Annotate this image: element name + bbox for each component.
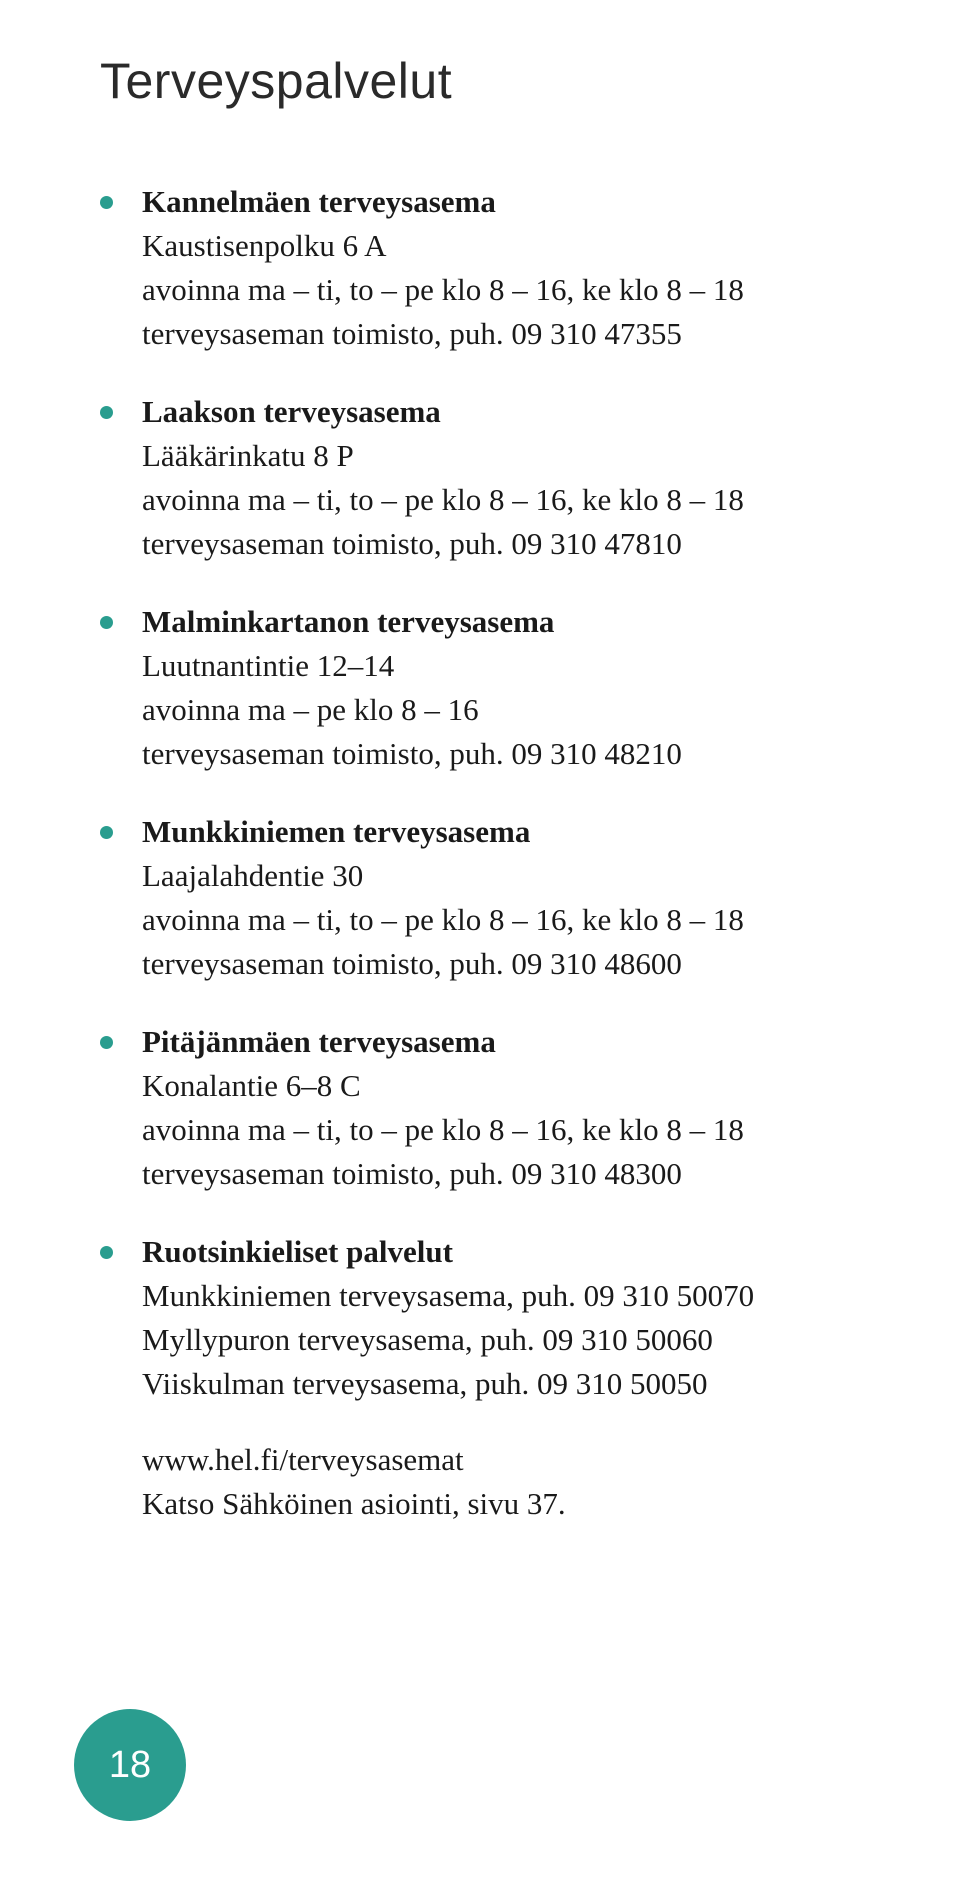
footer-line: Katso Sähköinen asiointi, sivu 37. — [142, 1486, 566, 1521]
item-line: Munkkiniemen terveysasema, puh. 09 310 5… — [142, 1278, 754, 1313]
item-title: Laakson terveysasema — [142, 394, 441, 429]
footer-lines: www.hel.fi/terveysasemat Katso Sähköinen… — [100, 1438, 880, 1526]
item-line: avoinna ma – ti, to – pe klo 8 – 16, ke … — [142, 902, 744, 937]
item-title: Munkkiniemen terveysasema — [142, 814, 530, 849]
item-line: avoinna ma – pe klo 8 – 16 — [142, 692, 479, 727]
page-number-badge: 18 — [74, 1709, 186, 1821]
item-line: terveysaseman toimisto, puh. 09 310 4830… — [142, 1156, 682, 1191]
health-centers-list: Kannelmäen terveysasema Kaustisenpolku 6… — [100, 180, 880, 1406]
list-item: Munkkiniemen terveysasema Laajalahdentie… — [100, 810, 880, 986]
item-line: Myllypuron terveysasema, puh. 09 310 500… — [142, 1322, 713, 1357]
item-title: Ruotsinkieliset palvelut — [142, 1234, 453, 1269]
item-line: terveysaseman toimisto, puh. 09 310 4821… — [142, 736, 682, 771]
item-line: Luutnantintie 12–14 — [142, 648, 394, 683]
list-item: Pitäjänmäen terveysasema Konalantie 6–8 … — [100, 1020, 880, 1196]
footer-line: www.hel.fi/terveysasemat — [142, 1442, 464, 1477]
item-line: Kaustisenpolku 6 A — [142, 228, 387, 263]
item-line: avoinna ma – ti, to – pe klo 8 – 16, ke … — [142, 482, 744, 517]
item-title: Malminkartanon terveysasema — [142, 604, 554, 639]
item-line: Konalantie 6–8 C — [142, 1068, 361, 1103]
item-title: Kannelmäen terveysasema — [142, 184, 496, 219]
item-line: avoinna ma – ti, to – pe klo 8 – 16, ke … — [142, 1112, 744, 1147]
list-item: Laakson terveysasema Lääkärinkatu 8 P av… — [100, 390, 880, 566]
list-item: Kannelmäen terveysasema Kaustisenpolku 6… — [100, 180, 880, 356]
page-number-text: 18 — [109, 1744, 151, 1787]
item-line: Viiskulman terveysasema, puh. 09 310 500… — [142, 1366, 708, 1401]
list-item: Ruotsinkieliset palvelut Munkkiniemen te… — [100, 1230, 880, 1406]
item-title: Pitäjänmäen terveysasema — [142, 1024, 496, 1059]
item-line: Lääkärinkatu 8 P — [142, 438, 354, 473]
item-line: terveysaseman toimisto, puh. 09 310 4860… — [142, 946, 682, 981]
section-title: Terveyspalvelut — [100, 52, 880, 110]
item-line: terveysaseman toimisto, puh. 09 310 4781… — [142, 526, 682, 561]
page-container: Terveyspalvelut Kannelmäen terveysasema … — [0, 0, 960, 1526]
list-item: Malminkartanon terveysasema Luutnantinti… — [100, 600, 880, 776]
item-line: avoinna ma – ti, to – pe klo 8 – 16, ke … — [142, 272, 744, 307]
item-line: terveysaseman toimisto, puh. 09 310 4735… — [142, 316, 682, 351]
item-line: Laajalahdentie 30 — [142, 858, 363, 893]
